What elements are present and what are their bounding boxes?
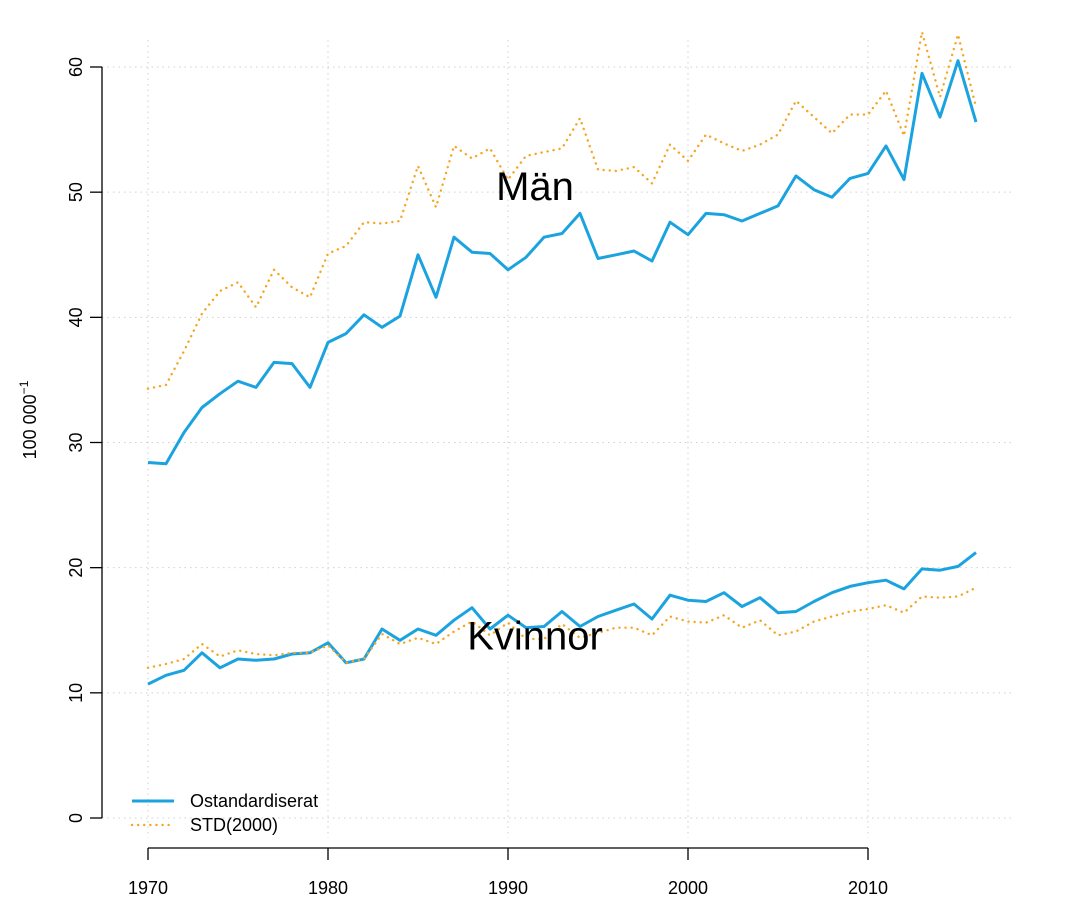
series-line-mn-dotted: [146, 30, 978, 390]
series-line-mn-solid: [147, 59, 978, 466]
series-line-kvinnor-solid: [147, 551, 977, 686]
x-tick-label-1990: 1990: [488, 878, 528, 898]
y-axis-label: 100 000−1: [17, 380, 40, 459]
x-tick-label-2010: 2010: [848, 878, 888, 898]
y-tick-label-30: 30: [66, 432, 86, 452]
x-tick-label-1970: 1970: [128, 878, 168, 898]
axes: 0 10 20 30 40 50 60 1970 1980 1990 2000 2010: [66, 57, 888, 898]
y-tick-label-20: 20: [66, 558, 86, 578]
annotation-1: Kvinnor: [467, 614, 603, 658]
y-tick-label-40: 40: [66, 307, 86, 327]
y-tick-label-60: 60: [66, 57, 86, 77]
y-tick-label-50: 50: [66, 182, 86, 202]
legend: Ostandardiserat STD(2000): [130, 791, 318, 835]
y-tick-label-10: 10: [66, 683, 86, 703]
legend-label-1: STD(2000): [190, 815, 278, 835]
y-tick-label-0: 0: [66, 813, 86, 823]
series-lines: [146, 30, 978, 686]
annotations: Män Kvinnor: [467, 165, 603, 658]
x-tick-label-2000: 2000: [668, 878, 708, 898]
series-line-kvinnor-dotted: [146, 586, 978, 669]
x-tick-label-1980: 1980: [308, 878, 348, 898]
annotation-0: Män: [496, 165, 574, 209]
legend-label-0: Ostandardiserat: [190, 791, 318, 811]
